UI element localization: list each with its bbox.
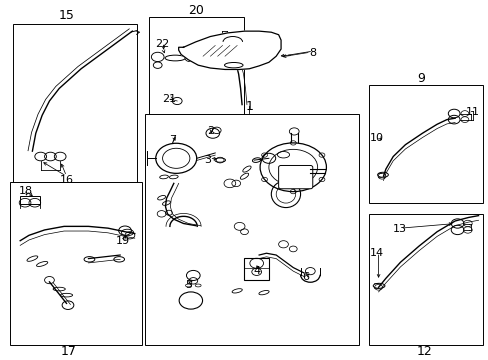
Text: 2: 2 — [206, 126, 213, 136]
Text: 20: 20 — [187, 4, 203, 17]
Bar — [144, 113, 358, 345]
Bar — [368, 214, 483, 345]
Polygon shape — [178, 31, 281, 69]
Bar — [244, 258, 268, 280]
Text: 6: 6 — [301, 271, 308, 282]
Text: 17: 17 — [61, 345, 77, 357]
Text: 9: 9 — [416, 72, 424, 85]
Text: 8: 8 — [308, 48, 316, 58]
Text: 19: 19 — [115, 236, 129, 246]
Bar — [20, 196, 40, 204]
Text: 15: 15 — [59, 9, 74, 22]
Bar — [10, 181, 142, 345]
Text: 4: 4 — [253, 266, 260, 276]
Text: 14: 14 — [369, 248, 384, 258]
Text: 13: 13 — [392, 224, 406, 234]
Text: 3: 3 — [204, 155, 211, 165]
Bar — [149, 17, 244, 122]
Bar — [13, 24, 137, 181]
Text: 21: 21 — [162, 94, 176, 104]
Text: 12: 12 — [416, 345, 432, 357]
Text: 10: 10 — [369, 132, 384, 143]
Text: 5: 5 — [184, 280, 191, 291]
Text: 16: 16 — [60, 175, 73, 185]
Bar — [368, 85, 483, 203]
Text: 7: 7 — [168, 135, 176, 145]
Text: 1: 1 — [245, 99, 253, 113]
Text: 11: 11 — [465, 107, 479, 117]
Text: 18: 18 — [19, 186, 33, 196]
FancyBboxPatch shape — [278, 166, 312, 189]
Text: 22: 22 — [155, 39, 169, 49]
